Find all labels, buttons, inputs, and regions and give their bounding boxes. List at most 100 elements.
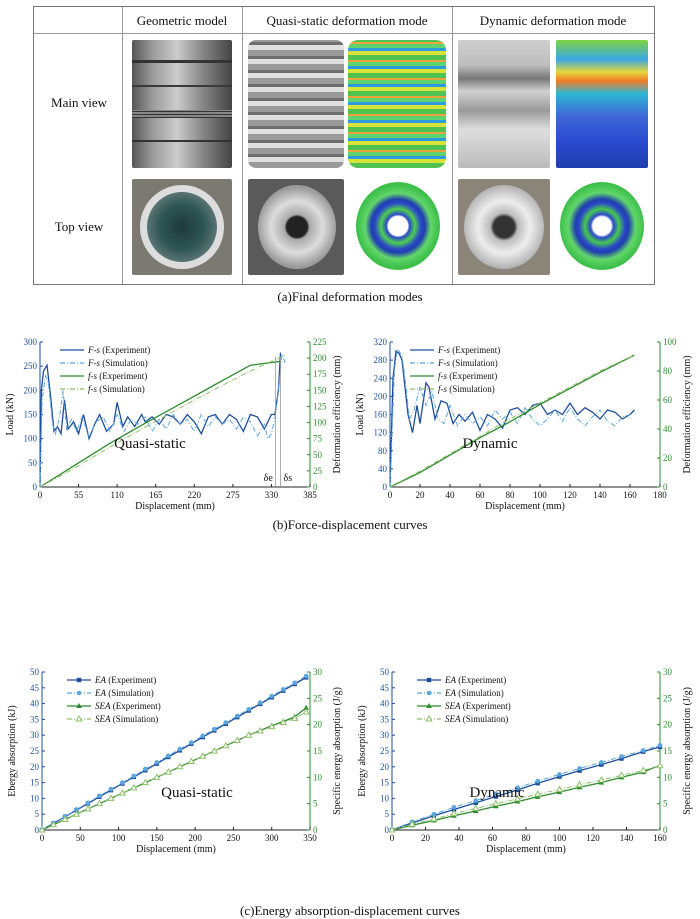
quasi-static-top-simulation-image — [348, 179, 446, 275]
data-point — [177, 746, 183, 752]
y2-tick-label: 75 — [313, 434, 323, 444]
y2-tick-label: 175 — [313, 369, 327, 379]
y-tick-label: 0 — [383, 482, 388, 492]
header-geometric-model: Geometric model — [136, 13, 228, 28]
x-tick-label: 300 — [265, 833, 279, 843]
legend-entry: f-s (Experiment) — [88, 371, 147, 381]
y-tick-label: 5 — [385, 809, 390, 819]
y-tick-label: 250 — [24, 361, 38, 371]
y2-tick-label: 5 — [663, 799, 668, 809]
delta-s-label: δs — [284, 473, 293, 484]
y-tick-label: 20 — [380, 762, 390, 772]
x-tick-label: 165 — [149, 490, 163, 500]
series-line — [391, 765, 661, 831]
data-point — [118, 789, 127, 796]
y2-axis-label: Deformation efficiency (mm) — [682, 355, 693, 473]
x-tick-label: 100 — [553, 833, 567, 843]
x-tick-label: 160 — [623, 490, 637, 500]
x-axis-label: Displacement (mm) — [135, 501, 215, 512]
data-point — [210, 746, 218, 754]
legend-entry: EA (Simulation) — [94, 688, 154, 698]
y-tick-label: 35 — [380, 714, 390, 724]
y2-tick-label: 125 — [313, 401, 327, 411]
data-point — [153, 773, 161, 780]
y-tick-label: 50 — [30, 668, 40, 677]
data-point — [246, 706, 252, 712]
data-point — [302, 708, 310, 715]
y2-tick-label: 200 — [313, 353, 327, 363]
y2-tick-label: 5 — [313, 799, 318, 809]
chart-quasi-static-force: 0 55 110 165 220 275 330 3850501001502002503000… — [5, 338, 343, 512]
data-point — [200, 733, 206, 739]
data-point — [430, 814, 438, 822]
y2-tick-label: 100 — [313, 418, 327, 428]
x-tick-label: 20 — [416, 490, 426, 500]
data-point — [97, 793, 102, 799]
data-point — [513, 794, 522, 802]
data-point — [639, 766, 647, 773]
data-point — [74, 807, 79, 812]
x-tick-label: 220 — [188, 490, 202, 500]
caption-b: (b)Force-displacement curves — [272, 517, 428, 532]
data-point — [640, 748, 646, 753]
x-tick-label: 50 — [76, 833, 86, 843]
y-tick-label: 0 — [33, 482, 38, 492]
dynamic-main-simulation-image — [556, 40, 648, 168]
y2-tick-label: 80 — [663, 366, 673, 376]
y2-tick-label: 15 — [313, 746, 323, 756]
x-tick-label: 250 — [227, 833, 241, 843]
y-axis-label: Ebergy absorption (kJ) — [357, 705, 368, 796]
data-point — [535, 778, 541, 784]
x-axis-label: Displacement (mm) — [485, 501, 565, 512]
x-tick-label: 60 — [476, 490, 486, 500]
chart-annotation: Quasi-static — [114, 436, 186, 452]
data-point — [72, 810, 81, 817]
data-point — [280, 687, 286, 692]
data-point — [84, 804, 92, 812]
row-label-top-view: Top view — [54, 219, 104, 234]
legend-marker — [76, 703, 82, 708]
legend-entry: EA (Experiment) — [94, 675, 156, 685]
y-tick-label: 20 — [30, 762, 40, 772]
legend-marker — [426, 703, 432, 708]
y-tick-label: 300 — [24, 338, 38, 347]
header-quasi-static: Quasi-static deformation mode — [266, 13, 428, 28]
series-line — [39, 354, 286, 488]
data-point — [199, 752, 207, 759]
y-tick-label: 40 — [378, 464, 388, 474]
y-tick-label: 15 — [30, 778, 40, 788]
data-point — [619, 754, 624, 759]
geometric-model-top-photo — [132, 179, 232, 275]
data-point — [107, 794, 115, 801]
x-tick-label: 120 — [586, 833, 600, 843]
legend-entry: SEA (Experiment) — [95, 701, 161, 711]
series-line — [389, 354, 635, 488]
series-line — [39, 352, 282, 488]
y-tick-label: 15 — [380, 778, 390, 788]
y-tick-label: 50 — [28, 458, 38, 468]
series-line — [389, 347, 631, 488]
caption-c: (c)Energy absorption-displacement curves — [240, 903, 460, 918]
legend-marker — [426, 677, 432, 683]
y2-tick-label: 25 — [313, 466, 323, 476]
data-point — [291, 714, 299, 721]
x-tick-label: 0 — [38, 490, 43, 500]
row-label-main-view: Main view — [51, 95, 107, 110]
x-tick-label: 200 — [188, 833, 202, 843]
data-point — [515, 785, 520, 790]
data-point — [187, 757, 195, 765]
data-point — [492, 799, 500, 807]
data-point — [257, 700, 263, 705]
y2-tick-label: 100 — [663, 338, 677, 347]
y2-tick-label: 0 — [313, 825, 318, 835]
x-tick-label: 40 — [446, 490, 456, 500]
x-tick-label: 350 — [303, 833, 317, 843]
y2-tick-label: 15 — [663, 746, 673, 756]
x-axis-label: Displacement (mm) — [136, 844, 216, 855]
legend-entry: F-s (Simulation) — [87, 358, 148, 368]
chart-dynamic-energy: 0 20 40 60 80 100 120 140 1600510152025303540455… — [357, 668, 693, 855]
x-tick-label: 0 — [40, 833, 45, 843]
y-tick-label: 80 — [378, 446, 388, 456]
data-point — [120, 780, 125, 785]
data-point — [493, 794, 499, 799]
